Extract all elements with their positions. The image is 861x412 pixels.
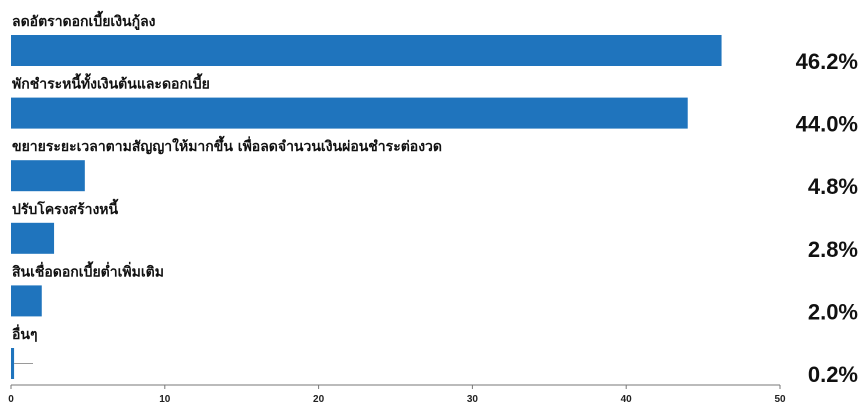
bars-group <box>11 35 722 379</box>
x-tick-label: 30 <box>467 394 479 405</box>
x-tick-label: 20 <box>313 394 325 405</box>
value-label: 0.2% <box>808 362 858 387</box>
bar <box>11 285 42 317</box>
x-tick-label: 40 <box>621 394 633 405</box>
category-label: ปรับโครงสร้างหนี้ <box>12 198 119 218</box>
value-label: 2.0% <box>808 299 858 324</box>
value-label: 46.2% <box>796 49 858 74</box>
category-label: สินเชื่อดอกเบี้ยต่ำเพิ่มเติม <box>12 260 164 280</box>
value-label: 4.8% <box>808 174 858 199</box>
x-tick-label: 10 <box>159 394 171 405</box>
value-label: 44.0% <box>796 112 858 137</box>
category-label: พักชำระหนี้ทั้งเงินต้นและดอกเบี้ย <box>12 73 210 93</box>
category-labels-group: ลดอัตราดอกเบี้ยเงินกู้ลงพักชำระหนี้ทั้งเ… <box>12 10 442 343</box>
bar <box>11 97 688 129</box>
x-tick-label: 0 <box>8 394 14 405</box>
x-axis: 0 10 20 30 40 50 <box>8 384 786 405</box>
bar <box>11 160 85 192</box>
value-labels-group: 46.2% 44.0% 4.8% 2.8% 2.0% 0.2% <box>796 49 858 387</box>
value-label: 2.8% <box>808 237 858 262</box>
bar <box>11 35 722 66</box>
bar <box>11 222 55 254</box>
x-tick-label: 50 <box>774 394 786 405</box>
category-label: อื่นๆ <box>12 324 38 343</box>
bar <box>11 348 15 379</box>
category-label: ลดอัตราดอกเบี้ยเงินกู้ลง <box>12 10 156 30</box>
category-label: ขยายระยะเวลาตามสัญญาให้มากขึ้น เพื่อลดจำ… <box>12 135 442 155</box>
